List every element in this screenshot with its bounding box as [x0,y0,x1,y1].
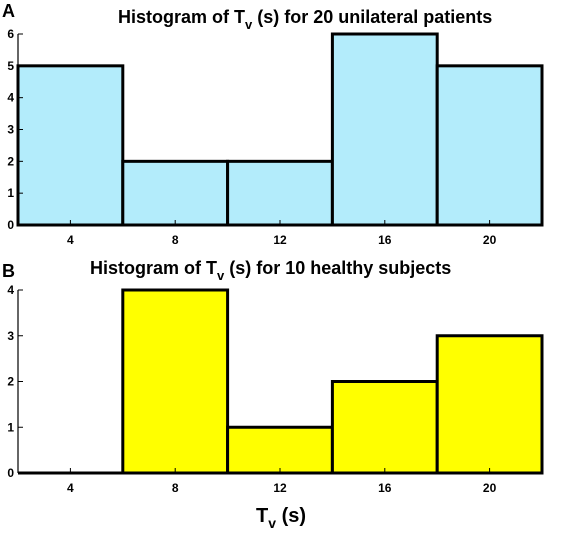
panel-a-title-suffix: (s) for 20 unilateral patients [252,7,492,27]
panel-b-y-tick-label: 4 [7,283,14,297]
panel-a-y-tick-label: 5 [7,59,14,73]
panel-b-title-prefix: Histogram of T [90,258,217,278]
panel-a-y-tick-label: 2 [7,154,14,168]
x-axis-label-suffix: (s) [276,505,306,527]
panel-b-x-tick-label: 20 [483,481,497,495]
panel-a-x-tick-label: 16 [378,233,392,247]
panel-a-x-tick-label: 12 [273,233,287,247]
x-axis-label-sub: v [268,515,276,531]
panel-b-y-tick-label: 3 [7,329,14,343]
x-axis-label: Tv (s) [256,505,306,531]
panel-b-x-tick-label: 4 [67,481,74,495]
panel-a-y-tick-label: 6 [7,27,14,41]
panel-b-y-tick-label: 2 [7,375,14,389]
panel-a-x-tick-label: 4 [67,233,74,247]
panel-a-bar-12 [226,159,334,227]
panel-a-bar-16 [330,32,439,227]
panel-a-title: Histogram of Tv (s) for 20 unilateral pa… [118,7,492,32]
panel-b-x-tick-label: 16 [378,481,392,495]
panel-b-y-tick-label: 1 [7,420,14,434]
panel-a-title-sub: v [245,17,253,32]
panel-b-title: Histogram of Tv (s) for 10 healthy subje… [90,258,451,283]
panel-a-y-tick-label: 1 [7,186,14,200]
panel-b-y-tick-label: 0 [7,466,14,480]
panel-b-bar-16 [330,380,439,475]
panel-a-y-tick-label: 0 [7,218,14,232]
panel-a-x-tick-label: 8 [172,233,179,247]
panel-b-bar-20 [435,334,544,475]
panel-b-title-suffix: (s) for 10 healthy subjects [224,258,451,278]
panel-b-bar-12 [226,425,334,475]
panel-a-x-tick-label: 20 [483,233,497,247]
panel-b-title-sub: v [217,268,225,283]
panel-a-y-tick-label: 4 [7,91,14,105]
panel-a-bar-8 [121,159,230,227]
panel-a-title-prefix: Histogram of T [118,7,245,27]
panel-a-bar-20 [435,64,544,227]
panel-b-bar-8 [121,288,230,475]
panel-b-letter: B [2,261,15,281]
x-axis-label-main: T [256,505,268,527]
panel-a-bar-4 [16,64,125,227]
panel-b-x-tick-label: 12 [273,481,287,495]
panel-b-x-tick-label: 8 [172,481,179,495]
panel-a-y-tick-label: 3 [7,123,14,137]
panel-a-letter: A [2,1,15,21]
